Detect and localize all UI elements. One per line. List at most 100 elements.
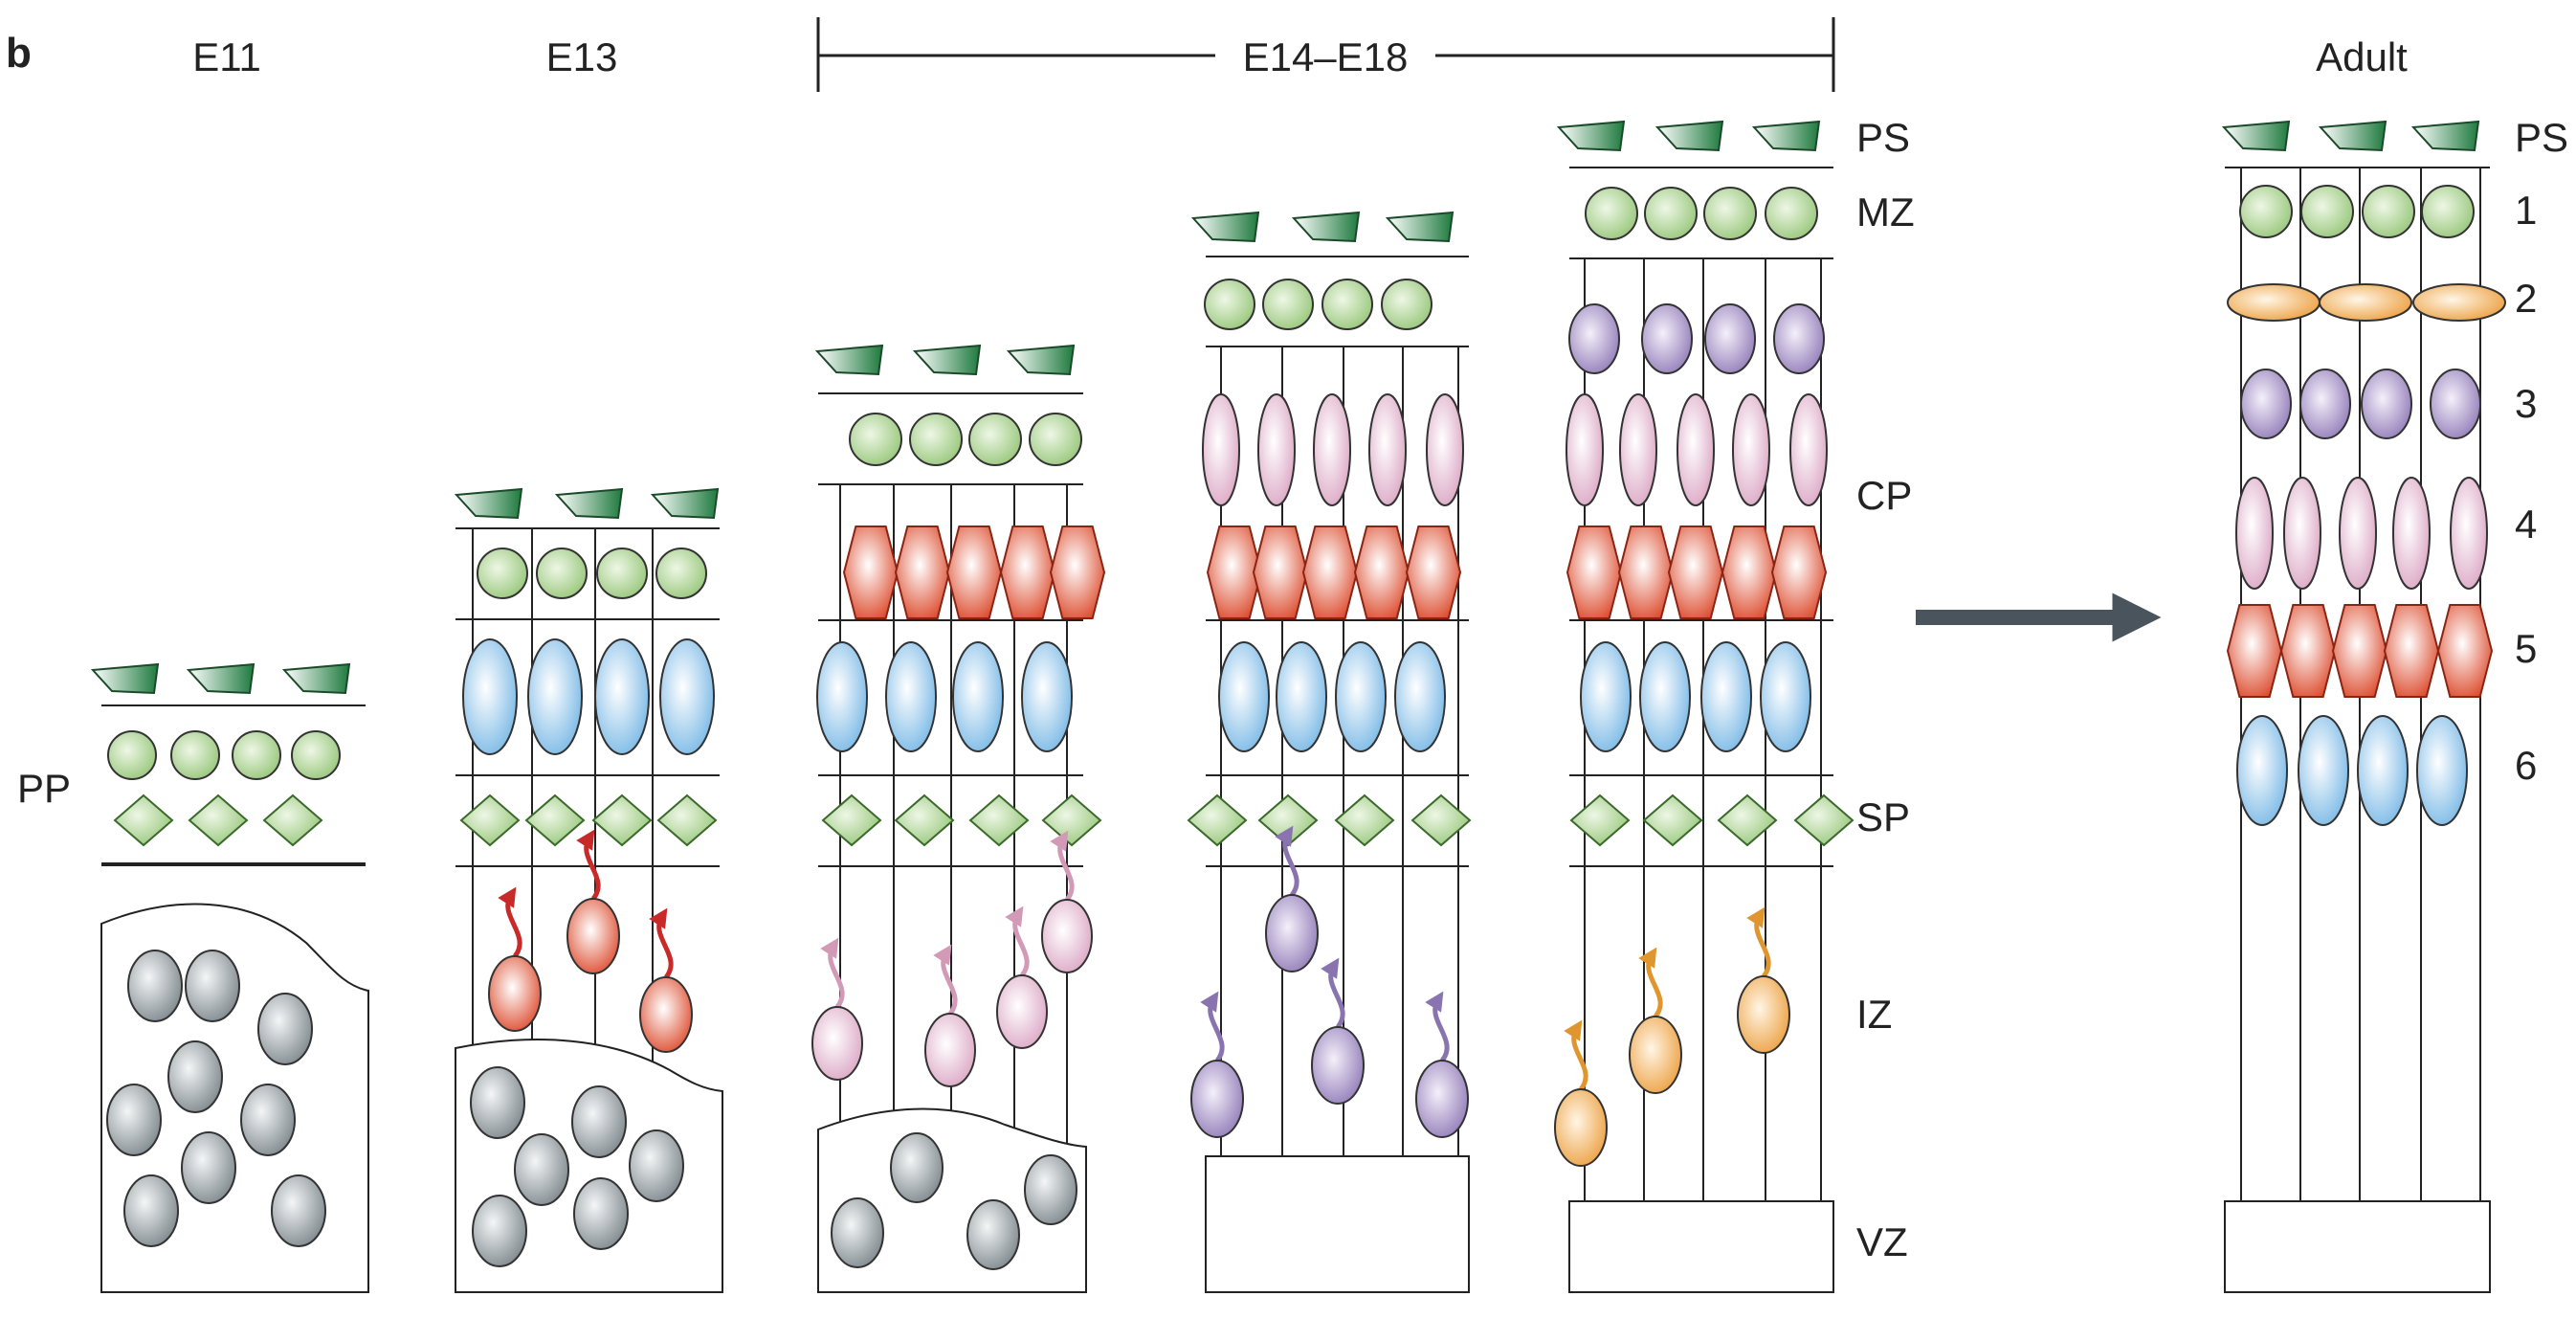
column-e14-late bbox=[1554, 120, 1854, 1293]
migration-arrow bbox=[576, 829, 601, 901]
layer3-neuron bbox=[2361, 369, 2412, 439]
cajal-retzius-cell bbox=[909, 413, 963, 466]
subplate-cell bbox=[1569, 794, 1631, 847]
pial-cell bbox=[650, 487, 720, 520]
layer5-neuron bbox=[1667, 525, 1724, 619]
layer3-neuron bbox=[1641, 303, 1693, 374]
progenitor-cell bbox=[240, 1084, 296, 1156]
layer6-neuron bbox=[1700, 641, 1752, 752]
layer6-neuron bbox=[1639, 641, 1691, 752]
cajal-retzius-cell bbox=[1765, 187, 1818, 240]
layer6-neuron bbox=[1580, 641, 1632, 752]
layer6-neuron bbox=[659, 638, 715, 755]
subplate-cell bbox=[188, 794, 249, 847]
subplate-cell bbox=[262, 794, 323, 847]
migration-arrow bbox=[1050, 830, 1075, 902]
migration-arrow bbox=[498, 886, 522, 958]
subplate-cell bbox=[1717, 794, 1778, 847]
cajal-retzius-cell bbox=[1585, 187, 1638, 240]
migration-arrow bbox=[649, 907, 674, 979]
layer2-neuron bbox=[2412, 283, 2506, 322]
adult-layer-label-ps: PS bbox=[2515, 115, 2568, 160]
layer3-neuron bbox=[2430, 369, 2481, 439]
cajal-retzius-cell bbox=[170, 730, 220, 780]
pial-cell bbox=[1654, 120, 1724, 152]
ventricular-zone bbox=[1205, 1155, 1470, 1293]
migrating-layer6-neuron bbox=[566, 898, 620, 974]
layer4-neuron bbox=[1368, 393, 1407, 506]
progenitor-cell bbox=[123, 1174, 179, 1247]
migrating-layer4-neuron bbox=[1190, 1060, 1244, 1138]
layer3-neuron bbox=[1773, 303, 1825, 374]
pial-cell bbox=[186, 662, 255, 695]
cajal-retzius-cell bbox=[1204, 279, 1255, 330]
migrating-layer5-neuron bbox=[1041, 899, 1093, 973]
layer6-neuron bbox=[2236, 715, 2288, 826]
progenitor-cell bbox=[470, 1066, 525, 1139]
cajal-retzius-cell bbox=[536, 548, 588, 599]
layer5-neuron bbox=[1353, 525, 1410, 619]
layer4-neuron bbox=[2283, 477, 2321, 590]
migrating-layer4-neuron bbox=[1415, 1060, 1469, 1138]
pial-cell bbox=[454, 487, 523, 520]
migrating-layer5-neuron bbox=[996, 974, 1048, 1049]
layer5-neuron bbox=[1617, 525, 1675, 619]
pial-cell bbox=[1385, 211, 1455, 243]
zone-label-sp: SP bbox=[1856, 794, 1910, 839]
pial-cell bbox=[281, 662, 351, 695]
column-e14-early bbox=[811, 344, 1106, 1293]
subplate-cell bbox=[113, 794, 174, 847]
layer5-neuron bbox=[894, 525, 951, 619]
stage-range-bracket bbox=[816, 17, 1835, 92]
layer5-neuron bbox=[2331, 604, 2388, 698]
migration-arrow bbox=[1638, 947, 1663, 1018]
layer5-neuron bbox=[999, 525, 1056, 619]
adult-layer-label-5: 5 bbox=[2515, 626, 2537, 671]
migrating-layer6-neuron bbox=[639, 976, 693, 1053]
zone-label-pp: PP bbox=[17, 766, 71, 811]
layer6-neuron bbox=[462, 638, 518, 755]
progenitor-cell bbox=[106, 1084, 162, 1156]
layer1-cell bbox=[2362, 185, 2415, 238]
layer4-neuron bbox=[2235, 477, 2274, 590]
layer4-neuron bbox=[2392, 477, 2431, 590]
layer6-neuron bbox=[2298, 715, 2349, 826]
migration-arrow bbox=[1005, 905, 1030, 977]
layer4-neuron bbox=[1426, 393, 1464, 506]
migrating-layer4-neuron bbox=[1311, 1026, 1365, 1105]
progenitor-cell bbox=[127, 950, 183, 1022]
pial-cell bbox=[912, 344, 982, 376]
migration-arrow bbox=[1425, 991, 1450, 1062]
pial-cell bbox=[2318, 120, 2387, 152]
subplate-cell bbox=[524, 794, 586, 847]
subplate-cell bbox=[656, 794, 718, 847]
adult-layer-label-3: 3 bbox=[2515, 381, 2537, 426]
cajal-retzius-cell bbox=[968, 413, 1022, 466]
layer6-neuron bbox=[527, 638, 583, 755]
layer1-cell bbox=[2300, 185, 2354, 238]
layer5-neuron bbox=[1252, 525, 1309, 619]
layer6-neuron bbox=[885, 641, 937, 752]
migrating-layer4-neuron bbox=[1265, 894, 1319, 972]
layer4-neuron bbox=[1566, 393, 1604, 506]
layer4-neuron bbox=[1313, 393, 1351, 506]
pial-cell bbox=[2410, 120, 2480, 152]
zone-label-ps: PS bbox=[1856, 115, 1910, 160]
migration-arrow bbox=[1200, 991, 1225, 1062]
layer4-neuron bbox=[2339, 477, 2377, 590]
layer4-neuron bbox=[1732, 393, 1770, 506]
pial-cell bbox=[814, 344, 884, 376]
zone-label-mz: MZ bbox=[1856, 190, 1915, 235]
cajal-retzius-cell bbox=[1029, 413, 1082, 466]
layer5-neuron bbox=[1566, 525, 1623, 619]
pial-cell bbox=[1751, 120, 1821, 152]
zone-label-cp: CP bbox=[1856, 473, 1912, 518]
layer6-neuron bbox=[594, 638, 650, 755]
cajal-retzius-cell bbox=[1381, 279, 1432, 330]
zone-label-vz: VZ bbox=[1856, 1219, 1908, 1264]
progenitor-cell bbox=[831, 1197, 884, 1268]
pial-cell bbox=[1006, 344, 1076, 376]
pial-cell bbox=[1556, 120, 1626, 152]
adult-layer-label-1: 1 bbox=[2515, 188, 2537, 233]
